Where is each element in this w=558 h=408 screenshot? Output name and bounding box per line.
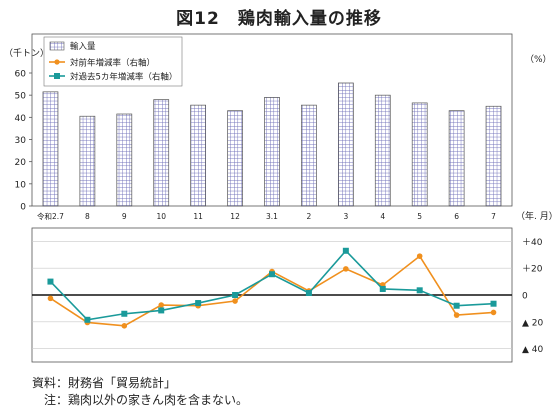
- x-tick-label: 3.1: [266, 212, 278, 221]
- yoy-change-point: [490, 309, 497, 316]
- left-axis-tick-label: 10: [15, 180, 27, 190]
- x-tick-label: 9: [122, 212, 127, 221]
- five-year-change-point: [379, 285, 386, 292]
- bar: [227, 110, 243, 207]
- left-axis-tick-label: 30: [15, 136, 27, 146]
- right-axis-tick-label: ＋20: [522, 264, 543, 275]
- legend-label: 対過去5カ年増減率（右軸）: [70, 72, 177, 83]
- left-axis-tick-label: 60: [15, 70, 27, 80]
- yoy-change-point: [416, 253, 423, 259]
- five-year-change-point: [416, 287, 423, 294]
- x-tick-label: 12: [230, 212, 240, 221]
- bar: [374, 94, 391, 207]
- yoy-change-point: [47, 295, 54, 302]
- yoy-change-point: [453, 312, 460, 318]
- legend-label: 輸入量: [70, 41, 96, 52]
- right-axis-title: （%）: [525, 54, 552, 65]
- bar: [411, 102, 428, 207]
- yoy-change-point: [121, 323, 128, 329]
- legend-swatch-marker: [54, 59, 60, 65]
- legend-swatch-marker: [54, 73, 60, 79]
- right-axis-tick-label: ▲ 20: [522, 318, 544, 328]
- x-tick-label: 8: [85, 212, 90, 221]
- five-year-change-point: [121, 310, 128, 317]
- legend-label: 対前年増減率（右軸）: [70, 58, 155, 69]
- x-tick-label: 2: [307, 212, 312, 221]
- footnote: 注：鶏肉以外の家きん肉を含まない。: [32, 393, 249, 407]
- chart-title: 図12 鶏肉輸入量の推移: [176, 9, 382, 29]
- five-year-change-point: [195, 300, 202, 307]
- yoy-change-point: [343, 266, 349, 272]
- bar: [301, 104, 317, 207]
- bar: [153, 99, 170, 207]
- five-year-change-point: [342, 247, 349, 254]
- x-tick-label: 3: [343, 212, 348, 221]
- five-year-change-point: [453, 302, 460, 309]
- x-tick-label: 令和2.7: [37, 211, 64, 221]
- legend-swatch-bar: [49, 41, 65, 51]
- left-axis-tick-label: 40: [15, 114, 27, 124]
- source-note: 資料：財務省「貿易統計」: [32, 376, 177, 390]
- five-year-change-line: [49, 249, 494, 321]
- x-tick-label: 11: [193, 212, 203, 221]
- bar: [448, 110, 465, 207]
- right-axis-tick-label: 0: [522, 292, 528, 302]
- five-year-change-point: [232, 292, 239, 298]
- legend-box: [43, 36, 183, 87]
- left-axis-tick-label: 20: [15, 158, 27, 168]
- five-year-change-point: [269, 271, 275, 278]
- bar: [42, 91, 59, 207]
- bar: [79, 115, 96, 207]
- left-axis-title: （千トン）: [4, 48, 49, 59]
- left-axis-tick-label: 0: [20, 203, 26, 213]
- x-axis-unit-label: （年. 月）: [516, 210, 558, 222]
- yoy-change-point: [232, 298, 238, 304]
- right-axis-tick-label: ▲ 40: [522, 345, 544, 355]
- five-year-change-point: [490, 300, 497, 307]
- bar: [116, 113, 133, 207]
- five-year-change-point: [305, 289, 312, 296]
- left-axis-tick-label: 50: [15, 92, 27, 102]
- x-tick-label: 5: [417, 212, 422, 221]
- right-axis-tick-label: ＋40: [522, 237, 543, 248]
- yoy-change-point: [158, 302, 165, 308]
- x-tick-label: 4: [380, 212, 385, 221]
- five-year-change-point: [47, 278, 54, 285]
- bar: [337, 82, 354, 207]
- x-tick-label: 6: [454, 212, 459, 221]
- five-year-change-point: [84, 316, 91, 323]
- bar: [190, 104, 207, 207]
- x-tick-label: 10: [156, 212, 166, 221]
- bar: [264, 97, 280, 207]
- x-tick-label: 7: [491, 212, 496, 221]
- five-year-change-point: [158, 307, 165, 314]
- bar: [485, 105, 502, 207]
